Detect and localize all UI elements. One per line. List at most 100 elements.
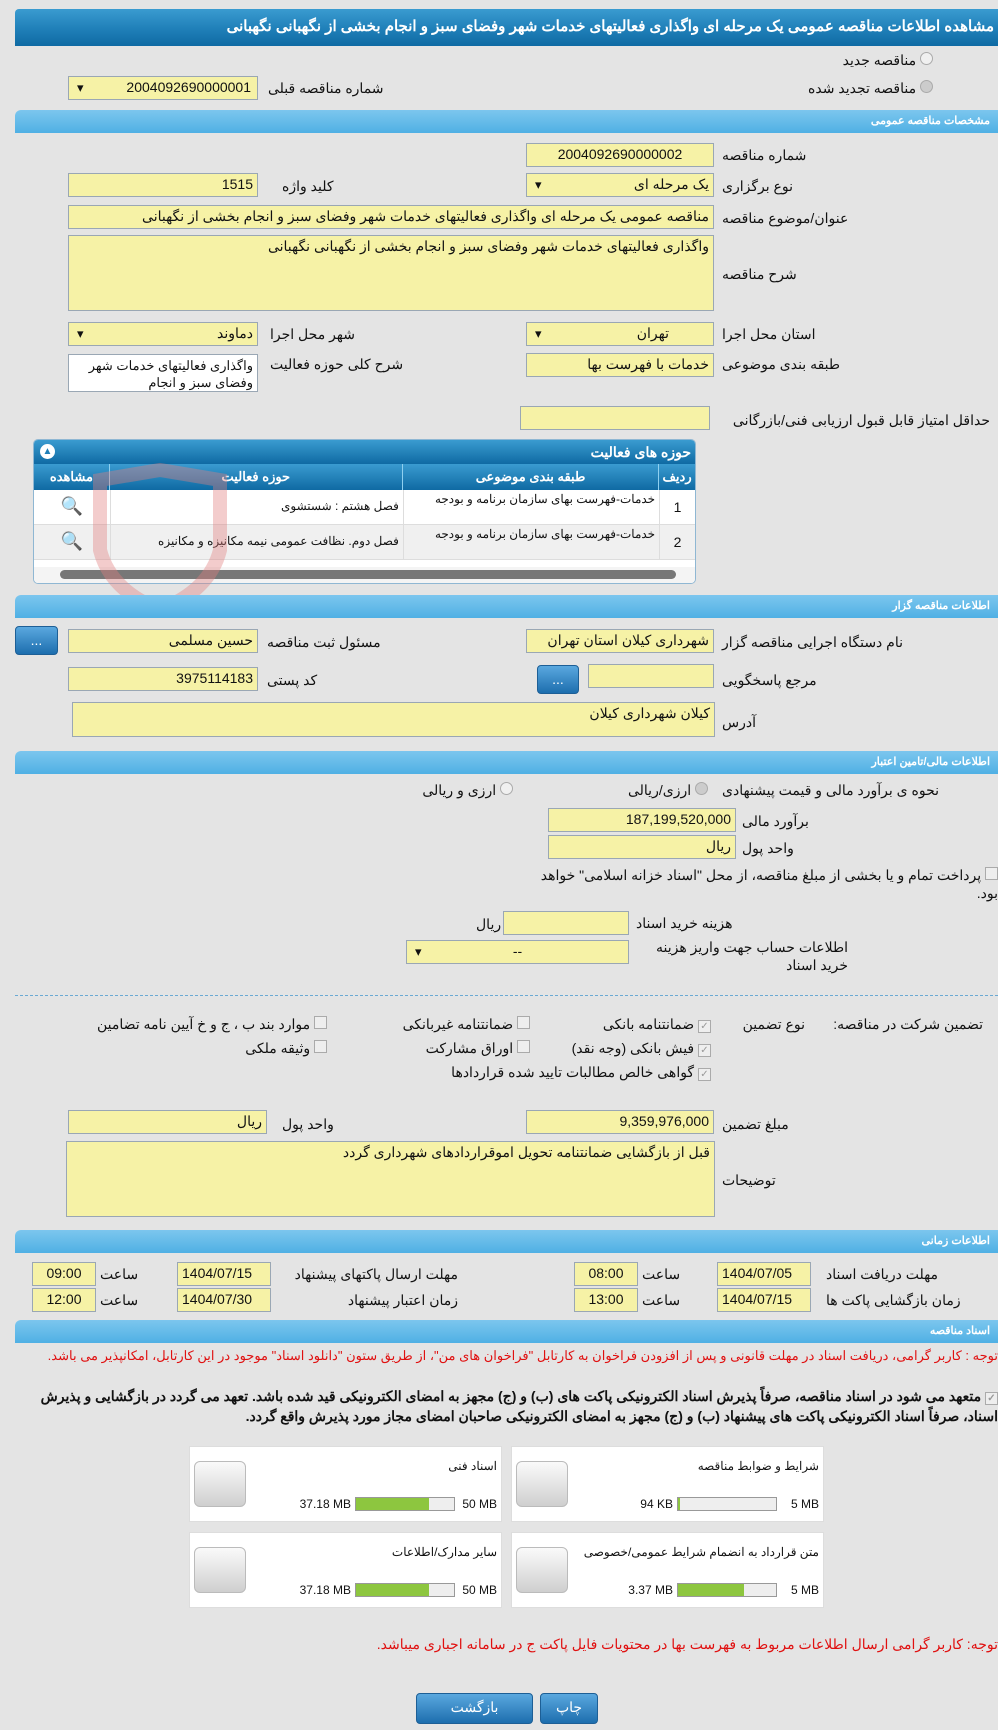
doc-fee-field[interactable] <box>503 911 629 935</box>
file-size: 37.18 MB <box>299 1497 351 1511</box>
account-select[interactable]: -- <box>406 940 629 964</box>
radio-new-tender[interactable]: مناقصه جدید <box>843 52 933 69</box>
scrollbar-thumb[interactable] <box>60 570 676 579</box>
min-score-field[interactable] <box>520 406 710 430</box>
folder-icon <box>516 1547 568 1593</box>
activities-table: حوزه های فعالیت ▲ ردیف طبقه بندی موضوعی … <box>33 439 696 584</box>
guarantee-option-label: ضمانتنامه بانکی <box>602 1016 695 1032</box>
category-label: طبقه بندی موضوعی <box>722 356 841 372</box>
page-title: مشاهده اطلاعات مناقصه عمومی یک مرحله ای … <box>15 9 998 46</box>
postal-field[interactable]: 3975114183 <box>68 667 258 691</box>
time-label: زمان بازگشایی پاکت ها <box>826 1292 961 1308</box>
cell-category: خدمات-فهرست بهای سازمان برنامه و بودجه <box>402 490 659 524</box>
checkbox-icon[interactable] <box>985 867 998 880</box>
treasury-checkbox[interactable]: پرداخت تمام و یا بخشی از مبلغ مناقصه، از… <box>538 866 998 902</box>
activity-desc-label: شرح کلی حوزه فعالیت <box>270 356 404 372</box>
guarantee-option[interactable]: ضمانتنامه غیربانکی <box>403 1016 530 1033</box>
notes-textarea[interactable]: قبل از بازگشایی ضمانتنامه تحویل اموقرارد… <box>66 1141 715 1217</box>
checkbox-icon[interactable] <box>314 1040 327 1053</box>
keyword-field[interactable]: 1515 <box>68 173 258 197</box>
time-field[interactable]: 12:00 <box>32 1288 96 1312</box>
file-size: 3.37 MB <box>628 1583 673 1597</box>
guarantee-option[interactable]: ✓ فیش بانکی (وجه نقد) <box>572 1040 711 1057</box>
desc-textarea[interactable]: واگذاری فعالیتهای خدمات شهر وفضای سبز و … <box>68 235 714 311</box>
radio-renewed-tender[interactable]: مناقصه تجدید شده <box>808 80 933 97</box>
guarantee-option-label: وثیقه ملکی <box>245 1040 311 1056</box>
cell-index: 2 <box>659 525 695 559</box>
guarantee-currency-field[interactable]: ریال <box>68 1110 267 1134</box>
progress-fill <box>678 1584 744 1596</box>
folder-icon <box>194 1461 246 1507</box>
time-field[interactable]: 13:00 <box>574 1288 638 1312</box>
activities-title: حوزه های فعالیت <box>34 440 695 464</box>
time-label: زمان اعتبار پیشنهاد <box>347 1292 458 1308</box>
prev-number-select[interactable]: 2004092690000001 <box>68 76 258 100</box>
cell-category: خدمات-فهرست بهای سازمان برنامه و بودجه <box>402 525 659 559</box>
print-button[interactable]: چاپ <box>540 1693 598 1724</box>
resp-more-button[interactable]: ... <box>15 626 58 655</box>
guarantee-option[interactable]: موارد بند ب ، ج و خ آیین نامه تضامین <box>97 1016 327 1033</box>
doc-file[interactable]: متن قرارداد به انضمام شرایط عمومی/خصوصی … <box>511 1532 824 1608</box>
type-select[interactable]: یک مرحله ای <box>526 173 714 197</box>
back-button[interactable]: بازگشت <box>416 1693 533 1724</box>
checkbox-icon[interactable] <box>314 1016 327 1029</box>
resp-label: مسئول ثبت مناقصه <box>267 634 381 650</box>
guarantee-option[interactable]: اوراق مشارکت <box>426 1040 530 1057</box>
guarantee-option[interactable]: ✓ گواهی خالص مطالبات تایید شده قراردادها <box>451 1064 711 1081</box>
subject-field[interactable]: مناقصه عمومی یک مرحله ای واگذاری فعالیته… <box>68 205 714 229</box>
doc-file[interactable]: سایر مدارک/اطلاعات 50 MB 37.18 MB <box>189 1532 502 1608</box>
checkbox-icon[interactable] <box>517 1016 530 1029</box>
currency-field[interactable]: ریال <box>548 835 736 859</box>
radio-label: ارزی و ریالی <box>422 782 497 798</box>
address-field[interactable]: کیلان شهرداری کیلان <box>72 702 715 737</box>
col-header: مشاهده <box>34 464 110 490</box>
guarantee-amount-field[interactable]: 9,359,976,000 <box>526 1110 714 1134</box>
doc-file[interactable]: اسناد فنی 50 MB 37.18 MB <box>189 1446 502 1522</box>
date-field[interactable]: 1404/07/05 <box>717 1262 811 1286</box>
radio-icon[interactable] <box>500 782 513 795</box>
radio-icon[interactable] <box>920 80 933 93</box>
file-progress <box>355 1497 455 1511</box>
view-icon[interactable]: 🔍 <box>60 531 84 551</box>
checkbox-icon[interactable] <box>517 1040 530 1053</box>
province-select[interactable]: تهران <box>526 322 714 346</box>
guarantee-option[interactable]: ✓ ضمانتنامه بانکی <box>603 1016 711 1033</box>
org-field[interactable]: شهرداری کیلان استان تهران <box>526 629 714 653</box>
guarantee-amount-label: مبلغ تضمین <box>722 1116 789 1132</box>
city-select[interactable]: دماوند <box>68 322 258 346</box>
section-time: اطلاعات زمانی <box>15 1230 998 1253</box>
method-option-1[interactable]: ارزی/ریالی <box>628 782 708 799</box>
section-general: مشخصات مناقصه عمومی <box>15 110 998 133</box>
checkbox-icon: ✓ <box>985 1392 998 1405</box>
time-label: مهلت دریافت اسناد <box>826 1266 939 1282</box>
ref-field[interactable] <box>588 664 714 688</box>
number-field[interactable]: 2004092690000002 <box>526 143 714 167</box>
date-field[interactable]: 1404/07/15 <box>717 1288 811 1312</box>
guarantee-option[interactable]: وثیقه ملکی <box>245 1040 327 1057</box>
time-field[interactable]: 08:00 <box>574 1262 638 1286</box>
date-field[interactable]: 1404/07/15 <box>177 1262 271 1286</box>
resp-field[interactable]: حسین مسلمی <box>68 629 258 653</box>
file-name: متن قرارداد به انضمام شرایط عمومی/خصوصی <box>583 1545 819 1559</box>
radio-icon[interactable] <box>920 52 933 65</box>
view-icon[interactable]: 🔍 <box>60 496 84 516</box>
file-progress <box>677 1583 777 1597</box>
horizontal-scrollbar[interactable] <box>34 567 695 583</box>
checkbox-icon[interactable]: ✓ <box>698 1044 711 1057</box>
activity-desc-textarea[interactable]: واگذاری فعالیتهای خدمات شهر وفضای سبز و … <box>68 354 258 392</box>
ref-more-button[interactable]: ... <box>537 665 579 694</box>
date-field[interactable]: 1404/07/30 <box>177 1288 271 1312</box>
hour-label: ساعت <box>642 1292 681 1308</box>
file-max: 50 MB <box>462 1497 497 1511</box>
time-field[interactable]: 09:00 <box>32 1262 96 1286</box>
method-option-2[interactable]: ارزی و ریالی <box>422 782 513 799</box>
file-size: 37.18 MB <box>299 1583 351 1597</box>
checkbox-icon[interactable]: ✓ <box>698 1020 711 1033</box>
category-field[interactable]: خدمات با فهرست بها <box>526 353 714 377</box>
doc-file[interactable]: شرایط و ضوابط مناقصه 5 MB 94 KB <box>511 1446 824 1522</box>
collapse-icon[interactable]: ▲ <box>40 444 55 459</box>
checkbox-icon[interactable]: ✓ <box>698 1068 711 1081</box>
estimate-field[interactable]: 187,199,520,000 <box>548 808 736 832</box>
radio-icon[interactable] <box>695 782 708 795</box>
col-header: حوزه فعالیت <box>109 464 403 490</box>
